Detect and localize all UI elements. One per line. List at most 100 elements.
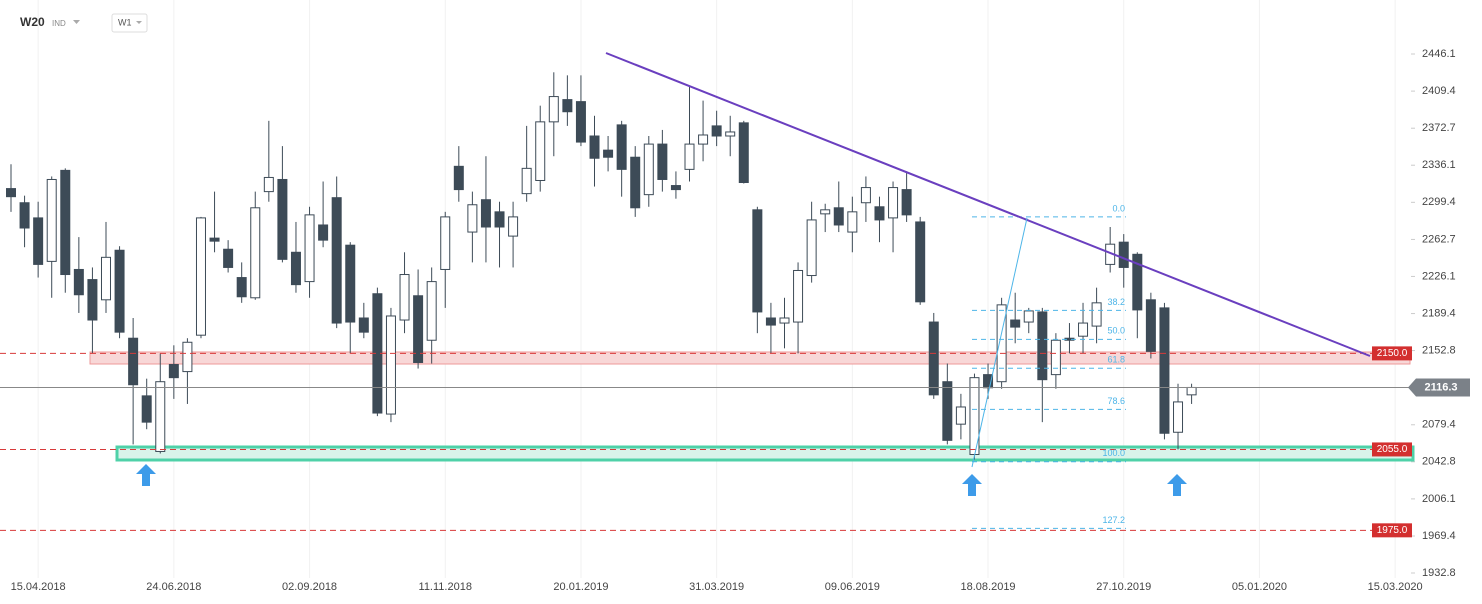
x-tick-label: 15.04.2018 [11,581,66,593]
candle-body [426,281,437,341]
candle-body [996,304,1007,383]
candle-body [128,337,139,386]
arrow [962,474,982,496]
fib-label: 61.8 [1107,355,1125,365]
candle-body [494,211,505,228]
candle-body [413,295,424,363]
candle-body [263,176,274,193]
candle-body [60,169,71,276]
candle-body [155,381,166,452]
candle-body [277,178,288,260]
candle-body [1037,311,1048,381]
level-label: 1975.0 [1377,525,1408,536]
level-badge [1372,442,1412,457]
level-label: 2150.0 [1377,348,1408,359]
y-tick-label: 2152.8 [1422,344,1456,356]
x-tick-label: 18.08.2019 [961,581,1016,593]
candle-body [1118,241,1129,268]
candle-body [141,395,152,423]
dropdown-icon[interactable] [73,20,80,24]
candle-body [1186,386,1197,396]
candle-body [223,248,234,268]
candle-body [331,197,342,324]
candle-body [304,214,315,283]
candle-body [480,199,491,228]
candle-body [1132,253,1143,311]
y-tick-label: 2336.1 [1422,159,1456,171]
fib-label: 78.6 [1107,396,1125,406]
candle-body [752,209,763,313]
candle-body [698,134,709,145]
candle-body [928,321,939,396]
fib-label: 127.2 [1102,515,1125,525]
candle-body [467,204,478,233]
candle-body [738,122,749,184]
candle-body [182,341,193,373]
x-tick-label: 20.01.2019 [553,581,608,593]
candle-body [195,217,206,336]
candle-body [209,237,220,242]
candle-body [711,125,722,137]
fib-label: 50.0 [1107,326,1125,336]
candle-body [630,156,641,209]
fib-label: 100.0 [1102,448,1125,458]
candle-body [46,178,57,262]
candle-body [616,124,627,170]
candle-body [874,206,885,221]
level-badge [1372,346,1412,361]
y-tick-label: 2006.1 [1422,493,1456,505]
candle-body [1078,322,1089,337]
plot [0,72,1410,531]
x-tick-label: 11.11.2018 [419,581,472,593]
candle-body [548,96,559,123]
fib-anchor-line [971,217,1028,468]
x-tick-label: 05.01.2020 [1232,581,1287,593]
dropdown-icon[interactable] [136,21,142,24]
arrows [136,464,1187,496]
candle-body [440,216,451,270]
candle-body [657,143,668,180]
candle-body [6,188,16,198]
x-tick-label: 15.03.2020 [1368,581,1423,593]
candle-body [508,216,519,237]
y-tick-label: 2262.7 [1422,233,1456,245]
current-price-label: 2116.3 [1424,381,1457,393]
y-tick-label: 2226.1 [1422,270,1456,282]
grid [37,0,1415,578]
candle-body [87,279,98,321]
candle-body [358,317,369,333]
candle-body [385,315,396,415]
arrow [136,464,156,486]
candle-body [1159,307,1170,434]
y-tick-label: 2446.1 [1422,48,1456,60]
interval-select[interactable] [111,13,148,33]
candle-body [847,211,858,233]
candle-body [535,121,546,181]
candle-body [1091,302,1102,327]
candle-body [1050,339,1061,376]
level-label: 2055.0 [1377,444,1408,455]
candle-body [888,187,899,219]
y-tick-label: 1969.4 [1422,530,1456,542]
candle-body [670,185,681,191]
interval[interactable]: W1 [118,17,132,27]
current-price-badge [1408,378,1470,397]
candle-body [589,135,600,159]
fib-label: 0.0 [1112,203,1125,213]
y-tick-label: 2372.7 [1422,122,1456,134]
y-tick-label: 1932.8 [1422,567,1456,579]
candle-body [725,131,736,137]
market: IND [52,19,66,28]
candle-body [250,207,261,299]
candle-body [643,143,654,196]
candle-body [453,165,464,191]
candle-body [901,189,912,216]
symbol: W20 [20,15,45,29]
y-tick-label: 2409.4 [1422,85,1456,97]
candle-body [1010,319,1021,328]
arrow [1167,474,1187,496]
candle-body [236,277,247,298]
candle-body [168,364,179,379]
